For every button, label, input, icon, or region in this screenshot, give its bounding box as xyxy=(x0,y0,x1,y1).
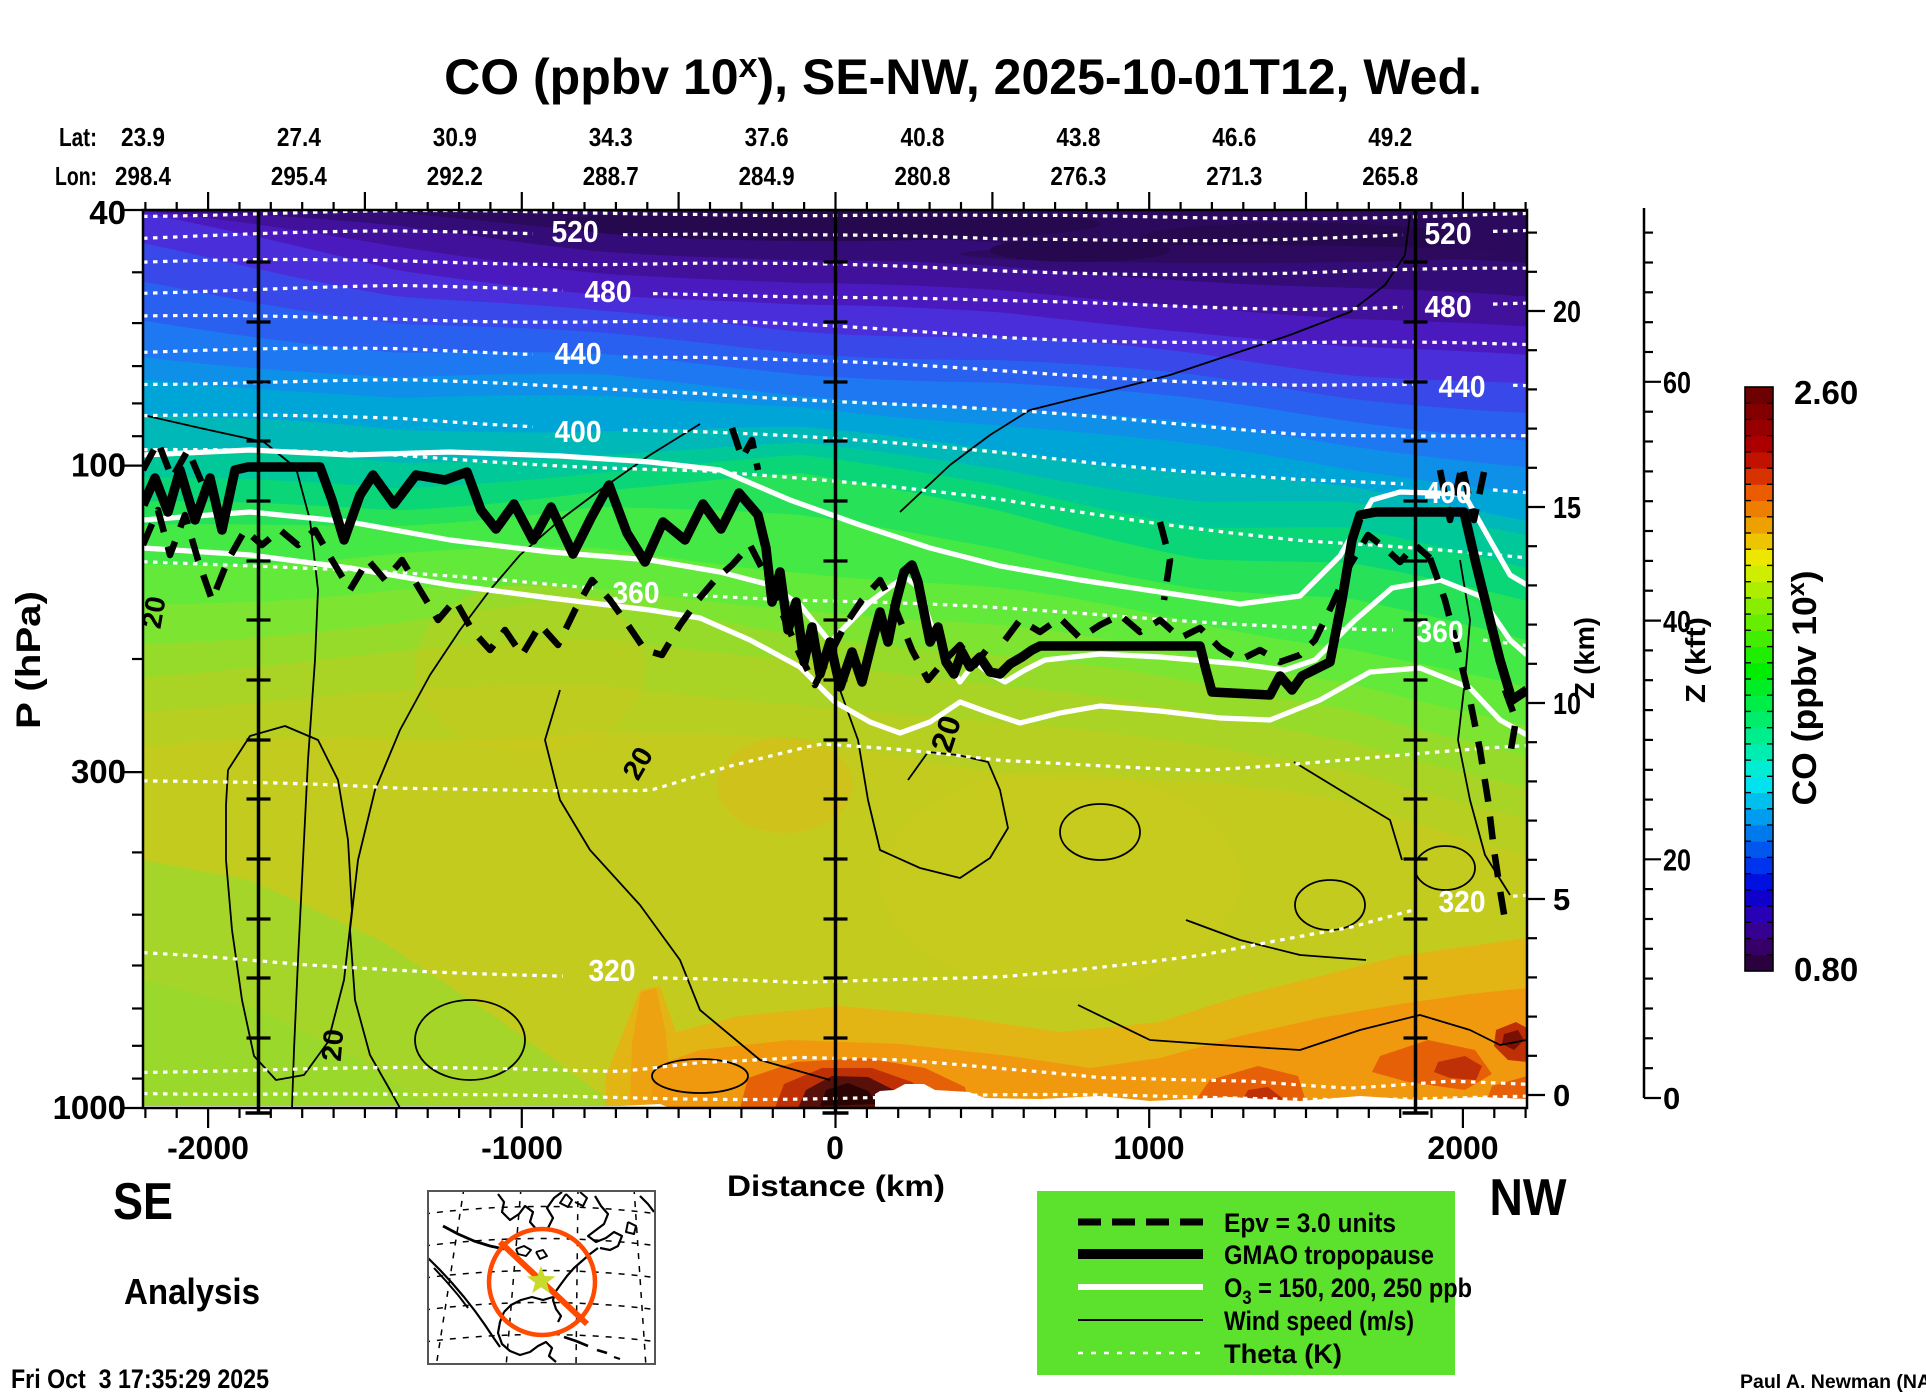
svg-text:-2000: -2000 xyxy=(167,1130,249,1166)
svg-text:440: 440 xyxy=(555,336,602,371)
svg-text:40: 40 xyxy=(89,194,126,231)
svg-text:298.4: 298.4 xyxy=(115,161,171,191)
svg-text:320: 320 xyxy=(589,953,636,988)
svg-text:37.6: 37.6 xyxy=(745,122,789,152)
svg-text:271.3: 271.3 xyxy=(1206,161,1262,191)
svg-text:2.60: 2.60 xyxy=(1794,374,1858,411)
svg-text:10: 10 xyxy=(1553,686,1581,721)
svg-text:CO (ppbv 10x), SE-NW, 2025-10-: CO (ppbv 10x), SE-NW, 2025-10-01T12, Wed… xyxy=(444,47,1482,105)
svg-text:292.2: 292.2 xyxy=(427,161,483,191)
svg-text:Wind speed (m/s): Wind speed (m/s) xyxy=(1224,1306,1414,1336)
svg-text:Fri Oct 3 17:35:29 2025: Fri Oct 3 17:35:29 2025 xyxy=(11,1364,269,1394)
svg-text:20: 20 xyxy=(136,594,172,631)
svg-text:27.4: 27.4 xyxy=(277,122,321,152)
svg-text:360: 360 xyxy=(1417,614,1464,649)
svg-text:Analysis: Analysis xyxy=(124,1271,260,1312)
svg-text:1000: 1000 xyxy=(1113,1130,1184,1166)
svg-text:0: 0 xyxy=(1553,1078,1570,1113)
svg-text:-1000: -1000 xyxy=(481,1130,563,1166)
svg-text:0: 0 xyxy=(826,1130,844,1166)
svg-text:400: 400 xyxy=(555,414,602,449)
svg-text:NW: NW xyxy=(1490,1169,1568,1227)
svg-text:Paul A. Newman (NASA: Paul A. Newman (NASA xyxy=(1740,1371,1926,1393)
svg-text:Theta (K): Theta (K) xyxy=(1224,1339,1342,1369)
svg-text:400: 400 xyxy=(1425,475,1472,510)
svg-text:300: 300 xyxy=(71,753,126,790)
svg-text:276.3: 276.3 xyxy=(1050,161,1106,191)
svg-text:280.8: 280.8 xyxy=(895,161,951,191)
svg-text:520: 520 xyxy=(552,214,599,249)
svg-text:P (hPa): P (hPa) xyxy=(10,591,48,729)
svg-text:320: 320 xyxy=(1439,884,1486,919)
svg-text:2000: 2000 xyxy=(1427,1130,1498,1166)
svg-text:40.8: 40.8 xyxy=(901,122,945,152)
svg-text:480: 480 xyxy=(1425,289,1472,324)
svg-text:480: 480 xyxy=(585,274,632,309)
svg-text:360: 360 xyxy=(613,575,660,610)
svg-text:60: 60 xyxy=(1663,365,1691,400)
svg-text:23.9: 23.9 xyxy=(121,122,165,152)
svg-text:Distance (km): Distance (km) xyxy=(727,1170,945,1203)
svg-text:284.9: 284.9 xyxy=(739,161,795,191)
svg-text:SE: SE xyxy=(113,1173,173,1231)
svg-text:20: 20 xyxy=(1553,294,1581,329)
svg-text:1000: 1000 xyxy=(53,1089,126,1126)
svg-text:520: 520 xyxy=(1425,216,1472,251)
svg-text:46.6: 46.6 xyxy=(1212,122,1256,152)
svg-text:15: 15 xyxy=(1553,490,1581,525)
svg-text:265.8: 265.8 xyxy=(1362,161,1418,191)
svg-text:0.80: 0.80 xyxy=(1794,951,1858,988)
svg-text:5: 5 xyxy=(1553,882,1570,917)
svg-text:49.2: 49.2 xyxy=(1368,122,1412,152)
svg-text:Z (kft): Z (kft) xyxy=(1680,617,1711,703)
svg-text:288.7: 288.7 xyxy=(583,161,639,191)
svg-text:100: 100 xyxy=(71,447,126,484)
svg-text:Z (km): Z (km) xyxy=(1569,617,1600,699)
svg-text:30.9: 30.9 xyxy=(433,122,477,152)
svg-text:40: 40 xyxy=(1663,604,1691,639)
svg-text:Lat:: Lat: xyxy=(59,122,97,152)
svg-text:0: 0 xyxy=(1663,1081,1680,1116)
svg-text:20: 20 xyxy=(316,1028,350,1063)
svg-text:20: 20 xyxy=(1663,842,1691,877)
svg-text:440: 440 xyxy=(1439,369,1486,404)
svg-text:CO (ppbv 10x): CO (ppbv 10x) xyxy=(1783,571,1824,806)
svg-text:43.8: 43.8 xyxy=(1056,122,1100,152)
svg-text:Lon:: Lon: xyxy=(55,161,97,191)
svg-text:Epv = 3.0 units: Epv = 3.0 units xyxy=(1224,1208,1396,1238)
svg-text:34.3: 34.3 xyxy=(589,122,633,152)
svg-text:GMAO tropopause: GMAO tropopause xyxy=(1224,1240,1434,1270)
svg-text:295.4: 295.4 xyxy=(271,161,327,191)
